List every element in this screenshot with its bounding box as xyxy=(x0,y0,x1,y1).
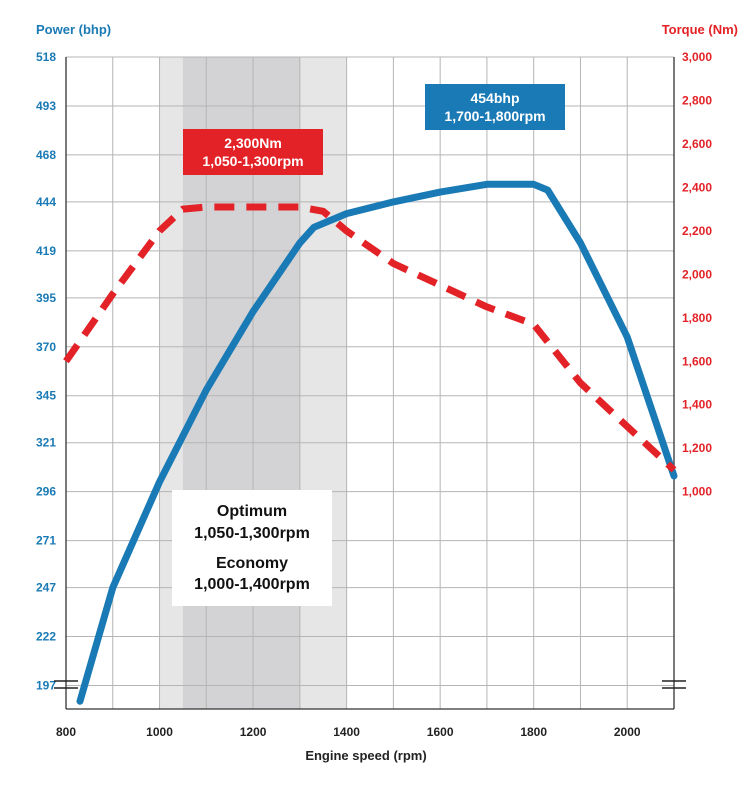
right-tick-label: 2,400 xyxy=(682,180,712,194)
right-tick-label: 2,000 xyxy=(682,267,712,281)
left-tick-label: 321 xyxy=(36,436,56,450)
left-tick-label: 222 xyxy=(36,630,56,644)
left-tick-label: 271 xyxy=(36,534,56,548)
torque-series-line xyxy=(63,203,677,473)
power-series-line xyxy=(76,180,678,705)
left-axis-break xyxy=(54,680,78,689)
left-tick-label: 518 xyxy=(36,50,56,64)
power-callout-box xyxy=(425,84,565,130)
left-tick-label: 345 xyxy=(36,389,56,403)
x-tick-labels: 800 1000 1200 1400 1600 1800 2000 xyxy=(56,725,641,739)
optimum-label: Optimum xyxy=(217,503,287,520)
left-tick-labels: 518 493 468 444 419 395 370 345 321 296 271 247 222 1… xyxy=(36,50,56,693)
torque-callout-box xyxy=(183,129,323,175)
x-tick-label: 800 xyxy=(56,725,76,739)
x-tick-label: 1200 xyxy=(240,725,267,739)
power-callout-range: 1,700-1,800rpm xyxy=(444,108,545,124)
zone-label-background xyxy=(172,490,332,606)
right-tick-label: 2,800 xyxy=(682,93,712,107)
right-axis-title: Torque (Nm) xyxy=(662,22,738,37)
chart-axes xyxy=(65,57,675,710)
x-axis-title: Engine speed (rpm) xyxy=(305,748,426,763)
optimum-range: 1,050-1,300rpm xyxy=(194,525,310,542)
right-tick-label: 1,200 xyxy=(682,441,712,455)
x-tick-label: 2000 xyxy=(614,725,641,739)
left-tick-label: 197 xyxy=(36,679,56,693)
torque-peak-callout: 2,300Nm 1,050-1,300rpm xyxy=(183,129,323,175)
left-tick-label: 395 xyxy=(36,291,56,305)
right-tick-label: 3,000 xyxy=(682,50,712,64)
right-axis-break xyxy=(662,680,686,689)
zone-label-box: Optimum 1,050-1,300rpm Economy 1,000-1,4… xyxy=(172,490,332,606)
x-tick-label: 1800 xyxy=(520,725,547,739)
left-tick-label: 296 xyxy=(36,485,56,499)
left-tick-label: 493 xyxy=(36,99,56,113)
economy-range: 1,000-1,400rpm xyxy=(194,576,310,593)
economy-label: Economy xyxy=(216,555,288,572)
left-axis-title: Power (bhp) xyxy=(36,22,111,37)
x-tick-label: 1000 xyxy=(146,725,173,739)
torque-callout-range: 1,050-1,300rpm xyxy=(202,153,303,169)
right-tick-labels: 3,000 2,800 2,600 2,400 2,200 2,000 1,800 1,600… xyxy=(682,50,712,499)
left-tick-label: 444 xyxy=(36,195,56,209)
left-tick-label: 370 xyxy=(36,340,56,354)
left-tick-label: 468 xyxy=(36,148,56,162)
right-tick-label: 1,800 xyxy=(682,311,712,325)
power-callout-value: 454bhp xyxy=(470,90,519,106)
left-tick-label: 419 xyxy=(36,244,56,258)
x-tick-label: 1600 xyxy=(427,725,454,739)
right-tick-label: 1,600 xyxy=(682,354,712,368)
power-peak-callout: 454bhp 1,700-1,800rpm xyxy=(425,84,565,130)
right-tick-label: 1,400 xyxy=(682,398,712,412)
axis-break-marks xyxy=(54,680,686,689)
torque-callout-value: 2,300Nm xyxy=(224,135,282,151)
x-tick-label: 1400 xyxy=(333,725,360,739)
right-tick-label: 1,000 xyxy=(682,485,712,499)
right-tick-label: 2,600 xyxy=(682,137,712,151)
right-tick-label: 2,200 xyxy=(682,224,712,238)
series-lines xyxy=(63,180,678,705)
left-tick-label: 247 xyxy=(36,581,56,595)
